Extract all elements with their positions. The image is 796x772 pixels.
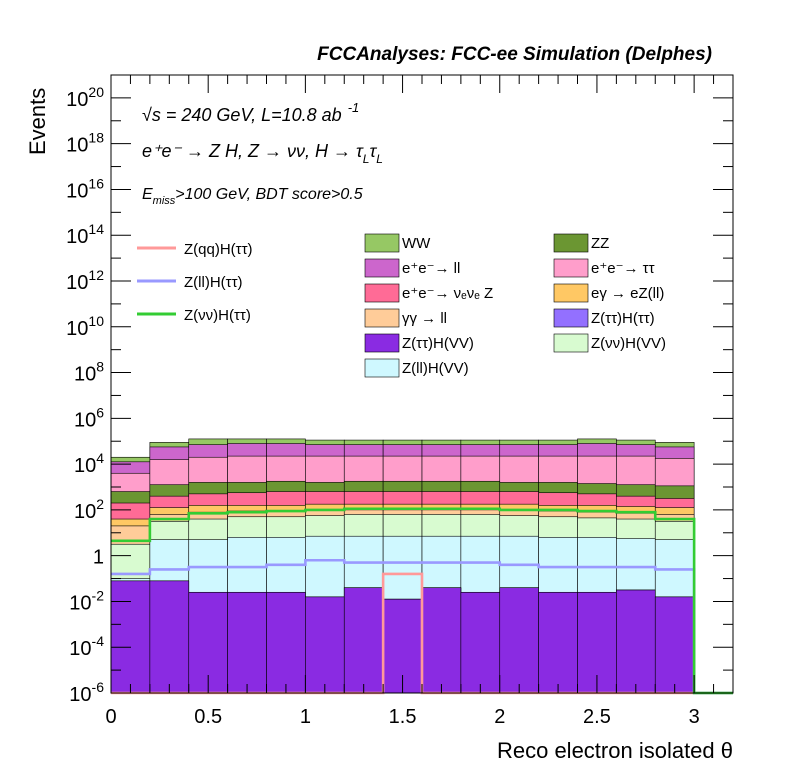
legend-fill-swatch [553,258,589,278]
annotation-energy: √s = 240 GeV, L=10.8 ab -1 [142,100,359,125]
y-tick-label: 1016 [66,175,104,202]
legend-fill-label: WW [402,235,431,252]
stack-bin [460,591,501,694]
legend-fill-swatch [364,308,400,328]
y-tick-label: 1020 [66,84,104,111]
legend-fill-swatch [553,308,589,328]
legend-fill-label: Z(ττ)H(ττ) [591,310,655,327]
x-tick-label: 0 [105,706,116,728]
legend-fill-label: ZZ [591,235,609,252]
legend-fill-label: e⁺e⁻→ ll [402,260,460,277]
y-tick-label: 106 [74,404,104,431]
legend-fill-label: eγ → eZ(ll) [591,285,664,302]
x-axis: 0 0.5 1 1.5 2 2.5 3 [105,75,734,728]
legend-fill-label: γγ → ll [402,310,447,327]
legend-line-label: Z(ll)H(ττ) [184,274,243,291]
y-tick-label: 102 [74,496,104,523]
signal-line-z-ll-h- [111,558,733,695]
legend-lines: Z(qq)H(ττ) Z(ll)H(ττ) Z(νν)H(ττ) [137,241,253,324]
legend-fill-swatch [364,358,400,378]
annotation-process: e⁺e⁻ → Z H, Z → νν, H → τLτL [142,141,383,166]
legend-line-label: Z(νν)H(ττ) [184,307,251,324]
annotation-block: √s = 240 GeV, L=10.8 ab -1 e⁺e⁻ → Z H, Z … [142,100,383,207]
y-tick-label: 10-2 [69,587,104,614]
y-tick-label: 10-4 [69,633,104,660]
legend-fill-label: Z(ll)H(VV) [402,360,469,377]
x-tick-label: 1.5 [389,706,417,728]
y-tick-label: 1018 [66,130,104,157]
legend-fill-swatch [553,233,589,253]
x-axis-label: Reco electron isolated θ [497,738,733,763]
legend-fill-swatch [364,233,400,253]
chart-title: FCCAnalyses: FCC-ee Simulation (Delphes) [317,44,712,65]
x-tick-label: 3 [689,706,700,728]
stack-bin [110,580,151,694]
stack-bin [227,591,267,694]
stack-bin [266,591,306,694]
y-tick-label: 1 [93,547,104,569]
y-tick-label: 1012 [66,267,104,294]
legend-fill-label: e⁺e⁻→ νₑνₑ Z [402,285,493,302]
y-tick-label: 10-6 [69,679,104,706]
stack-bin [538,591,578,694]
y-tick-label: 1010 [66,313,104,340]
y-tick-label: 1014 [66,221,104,248]
x-tick-label: 0.5 [194,706,222,728]
annotation-cuts: Emiss>100 GeV, BDT score>0.5 [142,186,363,207]
y-tick-label: 104 [74,450,104,477]
legend-fill-swatch [553,283,589,303]
legend-fill-swatch [553,333,589,353]
y-tick-label: 108 [74,359,104,386]
stack-bin [616,589,656,694]
stack-bin [305,596,345,694]
legend-line-label: Z(qq)H(ττ) [184,241,253,258]
y-axis: 1020 1018 1016 1014 1012 1010 108 106 104 102 1 10-… [66,74,733,706]
legend-fill: WW ZZ e⁺e⁻→ ll e⁺e⁻→ ττ e⁺e⁻→ νₑνₑ Z eγ → eZ(… [364,233,666,378]
stack-bin [654,596,695,694]
legend-fill-label: e⁺e⁻→ ττ [591,260,655,277]
stack-bin [343,587,384,694]
stack-bin [421,587,462,694]
stack-bin [149,580,190,694]
x-tick-label: 1 [300,706,311,728]
legend-fill-swatch [364,258,400,278]
x-tick-label: 2 [494,706,505,728]
signal-line-z-h- [111,507,733,695]
legend-fill-label: Z(νν)H(VV) [591,335,666,352]
legend-fill-label: Z(ττ)H(VV) [402,335,474,352]
legend-fill-swatch [364,283,400,303]
stack-layer [110,438,695,694]
y-axis-label: Events [25,88,50,155]
stack-bin [499,587,539,694]
legend-fill-swatch [364,333,400,353]
x-tick-label: 2.5 [583,706,611,728]
